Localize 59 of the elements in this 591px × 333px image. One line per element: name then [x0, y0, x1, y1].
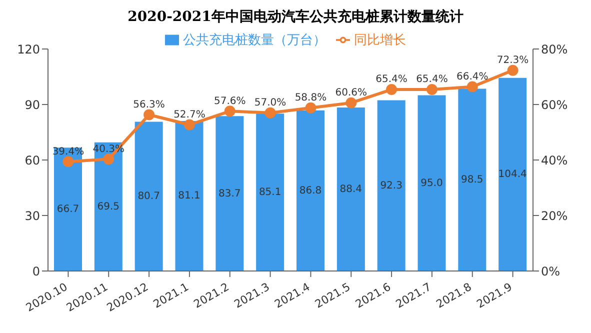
- chart-title: 2020-2021年中国电动汽车公共充电桩累计数量统计: [126, 8, 464, 26]
- data-label: 69.5: [97, 201, 120, 212]
- data-label: 72.3%: [496, 55, 529, 66]
- bar: [216, 116, 244, 271]
- data-label: 57.6%: [214, 96, 246, 107]
- point: [507, 64, 518, 76]
- data-label: 98.5: [461, 174, 484, 186]
- point: [426, 84, 438, 96]
- data-label: 65.4%: [376, 74, 408, 86]
- bar: [54, 148, 82, 271]
- data-label: 52.7%: [174, 109, 206, 120]
- legend-label: 公共充电桩数量（万台）: [183, 33, 326, 48]
- y2-tick-label: 0%: [541, 264, 560, 278]
- bar: [134, 122, 163, 271]
- bar: [94, 142, 122, 271]
- point: [224, 106, 236, 117]
- bar: [336, 107, 365, 271]
- bar: [256, 114, 284, 271]
- data-label: 92.3: [380, 180, 402, 192]
- y2-tick-label: 40%: [541, 153, 568, 168]
- legend-label: 同比增长: [354, 33, 406, 48]
- data-label: 104.4: [498, 169, 527, 180]
- data-label: 65.4%: [416, 74, 448, 86]
- bar: [418, 95, 446, 271]
- y-tick-label: 0: [32, 264, 40, 278]
- data-label: 85.1: [258, 187, 282, 198]
- y2-tick-label: 60%: [541, 98, 568, 112]
- point: [466, 81, 478, 92]
- y2-tick-label: 20%: [541, 208, 568, 223]
- bar: [377, 100, 406, 271]
- data-label: 80.7: [138, 191, 160, 202]
- point: [386, 84, 398, 96]
- point: [305, 102, 316, 114]
- bar: [498, 78, 527, 271]
- data-label: 57.0%: [254, 98, 286, 109]
- bar: [175, 120, 204, 271]
- bar: [458, 88, 486, 271]
- y-tick-label: 30: [24, 208, 40, 223]
- data-label: 83.7: [218, 188, 241, 200]
- point: [184, 119, 195, 130]
- data-label: 88.4: [340, 184, 362, 195]
- y-tick-label: 60: [24, 153, 40, 168]
- y-tick-label: 120: [17, 42, 40, 56]
- point: [103, 154, 114, 165]
- point: [264, 107, 276, 118]
- bar: [296, 110, 324, 271]
- y-tick-label: 90: [24, 98, 40, 112]
- data-label: 66.4%: [456, 71, 488, 82]
- data-label: 95.0: [420, 178, 443, 189]
- data-label: 81.1: [178, 190, 200, 202]
- data-label: 86.8: [299, 185, 322, 196]
- data-label: 60.6%: [335, 88, 368, 99]
- y2-tick-label: 80%: [541, 42, 568, 56]
- data-label: 58.8%: [294, 92, 327, 104]
- point: [346, 97, 357, 108]
- point: [144, 109, 155, 120]
- data-label: 56.3%: [133, 100, 165, 110]
- data-label: 66.7: [56, 204, 80, 216]
- point: [62, 156, 74, 168]
